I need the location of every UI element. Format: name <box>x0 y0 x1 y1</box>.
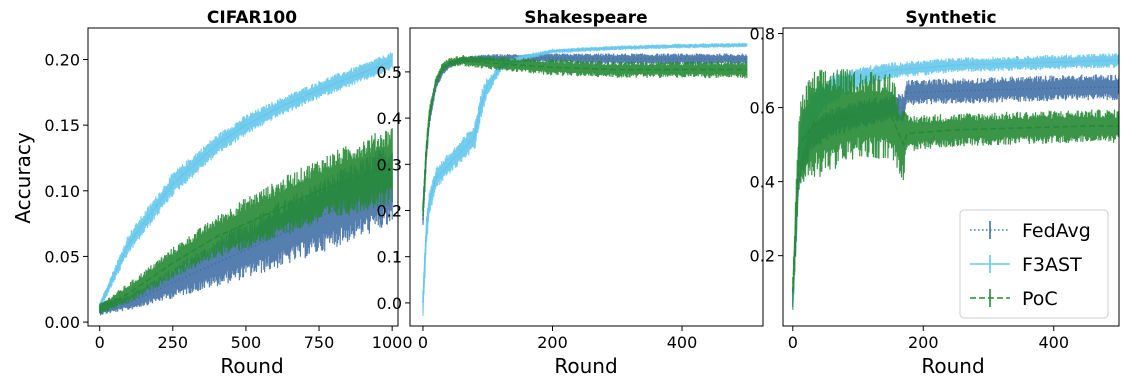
legend: FedAvg F3AST PoC <box>959 209 1109 319</box>
panel-shakespeare: Shakespeare Round 0 200 400 0.0 0.1 0.2 0.3 0.4… <box>377 8 764 378</box>
legend-label-poc: PoC <box>1022 288 1058 310</box>
y-tick-label: 0.3 <box>377 155 402 174</box>
y-tick-label: 0.4 <box>750 173 775 192</box>
series-errorband-poc <box>792 69 1119 308</box>
y-tick-label: 0.00 <box>44 313 80 332</box>
y-tick-label: 0.0 <box>377 294 402 313</box>
series-layer <box>98 52 393 316</box>
x-axis-label: Round <box>921 354 984 378</box>
panel-title: CIFAR100 <box>207 8 297 28</box>
x-tick-label: 0 <box>418 333 428 352</box>
x-tick-label: 400 <box>667 333 698 352</box>
plot-area <box>782 27 1120 327</box>
axes-frame <box>409 27 764 327</box>
series-layer <box>422 42 748 316</box>
panel-cifar100: CIFAR100 Round Accuracy 0 250 500 750 1000 0.… <box>11 8 413 378</box>
series-errorband-f3ast <box>422 42 748 316</box>
x-tick-label: 1000 <box>372 333 413 352</box>
x-tick-label: 250 <box>158 333 189 352</box>
y-axis-label: Accuracy <box>11 132 35 223</box>
x-axis-label: Round <box>220 354 283 378</box>
legend-box <box>959 209 1109 319</box>
x-tick-label: 200 <box>908 333 939 352</box>
axes-frame <box>87 27 399 327</box>
x-tick-label: 200 <box>537 333 568 352</box>
x-axis-label: Round <box>554 354 617 378</box>
y-tick-label: 0.2 <box>750 247 775 266</box>
series-line-poc <box>792 114 1119 293</box>
tick-labels: 0 250 500 750 1000 0.00 0.05 0.10 0.15 0.20 <box>44 51 412 352</box>
x-tick-label: 0 <box>788 333 798 352</box>
legend-label-fedavg: FedAvg <box>1022 220 1091 242</box>
y-tick-label: 0.6 <box>750 99 775 118</box>
y-tick-label: 0.2 <box>377 201 402 220</box>
x-tick-label: 500 <box>231 333 262 352</box>
series-line-f3ast <box>422 44 747 303</box>
y-tick-label: 0.1 <box>377 248 402 267</box>
tick-labels: 0 200 400 0.0 0.1 0.2 0.3 0.4 0.5 <box>377 63 698 352</box>
y-tick-label: 0.5 <box>377 63 402 82</box>
panel-title: Synthetic <box>905 8 996 28</box>
x-tick-label: 750 <box>304 333 335 352</box>
axes-frame <box>782 27 1120 327</box>
x-tick-label: 400 <box>1038 333 1069 352</box>
plot-area <box>409 27 764 327</box>
panel-title: Shakespeare <box>524 8 647 28</box>
y-tick-label: 0.20 <box>44 51 80 70</box>
plot-area <box>87 27 399 327</box>
y-tick-label: 0.10 <box>44 182 80 201</box>
series-errorband-poc <box>422 54 748 217</box>
series-layer <box>792 53 1119 310</box>
panel-synthetic: Synthetic Round 0 200 400 0.2 0.4 0.6 0.8 FedA… <box>750 8 1120 378</box>
legend-label-f3ast: F3AST <box>1022 254 1082 276</box>
series-line-poc <box>422 59 747 211</box>
x-tick-label: 0 <box>95 333 105 352</box>
y-tick-label: 0.05 <box>44 247 80 266</box>
y-tick-label: 0.4 <box>377 109 402 128</box>
y-tick-label: 0.8 <box>750 25 775 44</box>
y-tick-label: 0.15 <box>44 116 80 135</box>
series-line-f3ast <box>98 60 393 307</box>
series-line-poc <box>99 163 393 310</box>
tick-labels: 0 200 400 0.2 0.4 0.6 0.8 <box>750 25 1069 352</box>
series-errorband-poc <box>99 128 393 314</box>
